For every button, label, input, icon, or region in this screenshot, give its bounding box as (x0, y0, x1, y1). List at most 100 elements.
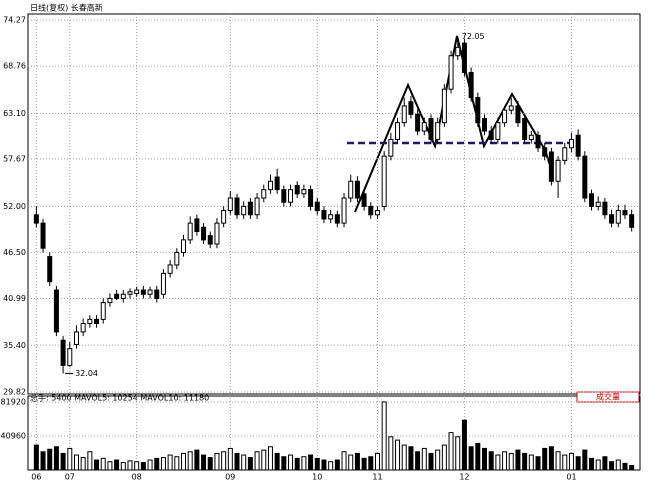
volume-bar (421, 447, 427, 471)
candle-body (568, 138, 574, 149)
candle-body (455, 46, 461, 57)
candle-body (314, 201, 320, 212)
y-tick-label: 57.67 (3, 154, 26, 163)
volume-tick-label: 81920 (1, 398, 26, 407)
volume-bar (267, 446, 273, 471)
volume-bar (181, 452, 186, 471)
volume-bar (562, 454, 568, 471)
volume-title: 总手: 5400 MAVOL5: 10254 MAVOL10: 11180 (30, 393, 209, 403)
y-tick-label: 40.99 (3, 294, 26, 303)
candle-body (341, 197, 347, 224)
candle-body (321, 210, 327, 220)
volume-bar (281, 456, 287, 471)
candle-body (261, 189, 267, 199)
candle-body (522, 118, 528, 140)
candle-body (60, 339, 66, 366)
candle-body (595, 201, 601, 207)
volume-badge: 成交量 (596, 392, 620, 402)
volume-bar (435, 449, 441, 471)
x-tick-label: 07 (65, 473, 75, 482)
candle-body (502, 109, 508, 124)
volume-bar (334, 459, 340, 471)
candle-body (542, 147, 548, 157)
candle-body (435, 122, 441, 140)
candle-body (508, 105, 514, 111)
volume-bar (234, 452, 240, 471)
volume-tick-label: 40960 (1, 432, 26, 441)
x-tick-label: 11 (372, 473, 382, 482)
candle-body (194, 218, 200, 232)
volume-bar (127, 460, 133, 471)
candle-body (47, 256, 53, 283)
x-tick-label: 12 (459, 473, 469, 482)
candle-body (134, 289, 140, 294)
candle-body (127, 291, 133, 295)
volume-bar (321, 459, 327, 471)
candle-body (495, 122, 501, 140)
volume-bar (227, 447, 233, 471)
candle-body (615, 210, 621, 224)
high-label: 72.05 (462, 32, 485, 41)
volume-bar (589, 457, 595, 471)
low-label: 32.04 (75, 369, 98, 378)
candle-body (40, 222, 46, 249)
volume-bar (154, 457, 160, 471)
candle-body (221, 210, 227, 224)
candle-body (488, 130, 494, 140)
candle-body (461, 42, 467, 73)
candle-body (288, 189, 294, 203)
candle-body (174, 251, 180, 266)
volume-bar (368, 456, 374, 471)
volume-bar (548, 446, 554, 471)
candle-body (448, 55, 454, 90)
candle-body (281, 189, 287, 203)
volume-bar (609, 461, 615, 471)
volume-bar (294, 457, 300, 471)
volume-bar (502, 451, 508, 471)
volume-bar (475, 442, 481, 471)
price-frame (27, 13, 641, 395)
volume-bar (40, 451, 46, 471)
volume-bar (134, 461, 140, 471)
volume-bar (87, 451, 93, 471)
x-tick-label: 06 (31, 473, 41, 482)
volume-bar (47, 448, 53, 471)
candle-body (33, 214, 39, 224)
x-tick-label: 01 (566, 473, 576, 482)
volume-bar (522, 452, 528, 471)
volume-bar (120, 462, 126, 471)
candle-body (575, 134, 581, 157)
volume-bar (528, 454, 534, 471)
volume-bar (261, 449, 267, 471)
volume-bar (508, 452, 514, 471)
candle-body (428, 118, 434, 140)
volume-bar (67, 447, 73, 471)
candle-body (548, 151, 554, 182)
y-tick-label: 29.82 (3, 388, 26, 397)
candle-body (53, 289, 59, 333)
candle-body (201, 226, 207, 241)
candle-body (140, 289, 146, 295)
volume-bar (167, 454, 173, 471)
candle-body (348, 180, 354, 199)
candle-body (67, 348, 73, 366)
volume-bar (107, 461, 113, 471)
candle-body (308, 189, 314, 207)
volume-bar (160, 457, 166, 471)
candle-body (582, 155, 588, 199)
candle-body (602, 201, 608, 216)
candle-body (555, 159, 561, 182)
volume-bar (568, 452, 574, 471)
volume-bar (301, 456, 307, 471)
y-tick-label: 35.40 (3, 341, 26, 350)
volume-bar (221, 451, 227, 471)
candle-body (294, 184, 300, 195)
candle-body (154, 289, 160, 299)
volume-bar (288, 454, 294, 471)
volume-bar (535, 456, 541, 471)
candle-body (234, 197, 240, 216)
candle-body (361, 193, 367, 207)
volume-bar (495, 454, 501, 471)
candle-body (468, 71, 474, 99)
chart-title: 日线(复权) 长春高新 (30, 3, 103, 13)
